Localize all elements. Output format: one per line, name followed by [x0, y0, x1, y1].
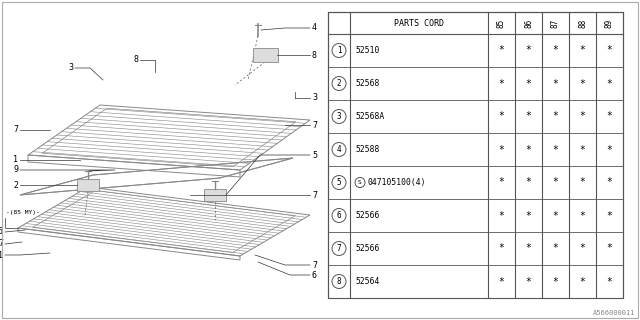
Text: *: *	[552, 45, 559, 55]
Text: 6: 6	[0, 228, 3, 236]
Circle shape	[355, 178, 365, 188]
Text: *: *	[499, 178, 504, 188]
Text: *: *	[580, 78, 586, 89]
Text: *: *	[525, 276, 531, 286]
Circle shape	[332, 275, 346, 289]
Text: 52510: 52510	[355, 46, 380, 55]
Circle shape	[332, 209, 346, 222]
Bar	[77, 179, 99, 191]
Text: 3: 3	[68, 63, 73, 73]
Text: *: *	[499, 111, 504, 122]
Text: 6: 6	[312, 270, 317, 279]
Text: *: *	[499, 78, 504, 89]
Text: *: *	[607, 276, 612, 286]
Text: *: *	[607, 111, 612, 122]
Text: *: *	[580, 211, 586, 220]
Text: *: *	[580, 276, 586, 286]
Text: 1: 1	[337, 46, 341, 55]
Circle shape	[332, 175, 346, 189]
Text: *: *	[525, 145, 531, 155]
Text: *: *	[607, 244, 612, 253]
Text: 2: 2	[337, 79, 341, 88]
Text: *: *	[580, 145, 586, 155]
Text: 7: 7	[312, 260, 317, 269]
Text: *: *	[580, 244, 586, 253]
Text: S: S	[358, 180, 362, 185]
Text: -(85 MY)-: -(85 MY)-	[6, 210, 40, 215]
Text: 8: 8	[133, 55, 138, 65]
Text: *: *	[580, 111, 586, 122]
Text: 047105100(4): 047105100(4)	[367, 178, 426, 187]
Text: 9: 9	[13, 165, 18, 174]
Text: 87: 87	[551, 18, 560, 28]
Text: A566000011: A566000011	[593, 310, 635, 316]
Text: *: *	[552, 276, 559, 286]
Bar	[328, 12, 623, 298]
Circle shape	[332, 44, 346, 58]
Text: *: *	[607, 145, 612, 155]
Text: 5: 5	[337, 178, 341, 187]
Text: *: *	[607, 45, 612, 55]
Text: 52564: 52564	[355, 277, 380, 286]
Text: *: *	[607, 78, 612, 89]
Text: *: *	[525, 45, 531, 55]
Bar	[253, 48, 278, 62]
Text: *: *	[525, 178, 531, 188]
Text: 7: 7	[312, 121, 317, 130]
Text: 5: 5	[312, 150, 317, 159]
Text: 8: 8	[312, 51, 317, 60]
Text: 3: 3	[312, 93, 317, 102]
Text: *: *	[552, 211, 559, 220]
Text: *: *	[499, 276, 504, 286]
Text: 7: 7	[0, 239, 3, 249]
Text: *: *	[580, 45, 586, 55]
Text: 4: 4	[337, 145, 341, 154]
Text: *: *	[552, 145, 559, 155]
Text: 4: 4	[312, 23, 317, 33]
Text: 88: 88	[578, 18, 587, 28]
Text: 52568: 52568	[355, 79, 380, 88]
Text: 8: 8	[337, 277, 341, 286]
Text: 7: 7	[337, 244, 341, 253]
Text: *: *	[525, 78, 531, 89]
Text: 52588: 52588	[355, 145, 380, 154]
Text: *: *	[525, 111, 531, 122]
Text: 52566: 52566	[355, 211, 380, 220]
Text: *: *	[552, 178, 559, 188]
Text: *: *	[499, 45, 504, 55]
Text: 1: 1	[13, 156, 18, 164]
Text: *: *	[607, 211, 612, 220]
Text: PARTS CORD: PARTS CORD	[394, 19, 444, 28]
Text: *: *	[525, 211, 531, 220]
Circle shape	[332, 242, 346, 255]
Text: 86: 86	[524, 18, 533, 28]
Text: *: *	[580, 178, 586, 188]
Text: 3: 3	[337, 112, 341, 121]
Text: *: *	[552, 244, 559, 253]
Text: 2: 2	[13, 180, 18, 189]
Circle shape	[332, 142, 346, 156]
Text: 85: 85	[497, 18, 506, 28]
Text: 52568A: 52568A	[355, 112, 384, 121]
Text: 89: 89	[605, 18, 614, 28]
Text: *: *	[499, 145, 504, 155]
Text: *: *	[499, 211, 504, 220]
Text: 7: 7	[13, 125, 18, 134]
Circle shape	[332, 109, 346, 124]
Text: 6: 6	[337, 211, 341, 220]
Bar	[204, 189, 226, 201]
Text: *: *	[525, 244, 531, 253]
Text: 1: 1	[0, 251, 3, 260]
Text: 7: 7	[312, 190, 317, 199]
Circle shape	[332, 76, 346, 91]
Text: 52566: 52566	[355, 244, 380, 253]
Text: *: *	[552, 78, 559, 89]
Text: *: *	[499, 244, 504, 253]
Text: *: *	[552, 111, 559, 122]
Text: *: *	[607, 178, 612, 188]
